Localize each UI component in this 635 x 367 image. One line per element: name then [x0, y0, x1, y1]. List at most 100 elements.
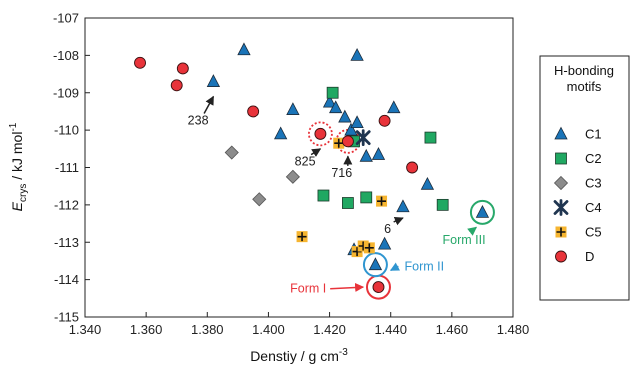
point-c1	[371, 147, 386, 160]
point-c1	[273, 126, 288, 140]
legend-marker-d	[555, 250, 567, 263]
legend-label-c5: C5	[585, 225, 602, 240]
annotation-arrow	[330, 282, 365, 292]
annotation-arrow	[389, 262, 400, 271]
x-tick-label: 1.460	[436, 322, 469, 337]
y-tick-label: -111	[55, 160, 79, 175]
point-c5	[333, 137, 345, 149]
annotation-label: 6	[384, 222, 391, 236]
legend-marker-c2	[555, 152, 567, 165]
plus-marker-cross	[334, 138, 344, 148]
x-axis-ticks: 1.340 1.360 1.380 1.400 1.420 1.440 1.460 1.480	[69, 312, 530, 337]
point-c3	[224, 145, 239, 160]
point-d	[372, 281, 385, 294]
point-c2	[360, 191, 373, 204]
point-d	[176, 62, 189, 75]
annotation-arrow	[467, 226, 478, 236]
plus-marker-cross	[297, 232, 307, 242]
legend-label-c2: C2	[585, 151, 602, 166]
x-tick-label: 1.360	[130, 322, 163, 337]
point-c5	[351, 246, 363, 258]
y-tick-label: -115	[54, 310, 79, 325]
point-c1	[420, 176, 435, 190]
point-c2	[326, 86, 339, 99]
point-c5	[363, 242, 375, 254]
legend-label-c4: C4	[585, 200, 602, 215]
plus-marker-cross	[377, 196, 387, 206]
annotation-label: Form II	[405, 259, 445, 273]
annotation-arrow	[393, 216, 404, 226]
y-tick-label: -108	[53, 48, 79, 63]
annotation-label: 238	[188, 114, 209, 128]
point-c5	[376, 195, 388, 207]
y-axis-label: Ecrys / kJ mol-1	[8, 122, 29, 211]
annotation-label: Form III	[443, 233, 486, 247]
point-c2	[317, 189, 330, 202]
point-c1	[338, 109, 352, 123]
plus-marker-cross	[352, 247, 362, 257]
x-axis-label: Denstiy / g cm-3	[250, 347, 348, 364]
legend-marker-c4	[553, 199, 569, 216]
point-c1	[237, 42, 251, 56]
point-c1	[387, 100, 401, 114]
legend-title-line2: motifs	[567, 79, 602, 94]
y-tick-label: -113	[54, 235, 79, 250]
star-marker-lines	[355, 129, 371, 146]
point-c1	[396, 199, 410, 213]
point-c1	[206, 74, 221, 87]
y-tick-label: -112	[54, 197, 79, 212]
point-c1	[475, 204, 490, 218]
point-c2	[342, 197, 354, 209]
x-tick-label: 1.380	[191, 322, 224, 337]
point-c2	[436, 198, 449, 211]
point-c1	[344, 122, 358, 136]
point-d	[341, 135, 354, 148]
point-c1	[350, 48, 364, 61]
legend: H-bonding motifs C1 C2 C3 C4 C5 D	[539, 55, 630, 301]
point-c1	[322, 94, 337, 108]
x-tick-label: 1.400	[252, 322, 285, 337]
point-d	[247, 105, 260, 118]
point-d	[406, 161, 419, 174]
point-c3	[285, 169, 300, 184]
x-tick-label: 1.480	[497, 322, 530, 337]
annotation-label: 716	[331, 166, 352, 180]
y-tick-label: -114	[54, 272, 79, 287]
legend-title-line1: H-bonding	[554, 63, 614, 78]
point-c1	[359, 148, 373, 162]
data-points	[134, 42, 490, 294]
point-d	[378, 114, 391, 127]
legend-marker-c1	[554, 126, 568, 140]
point-c1	[286, 102, 300, 115]
point-c1	[329, 100, 343, 114]
legend-marker-c3	[553, 175, 569, 191]
point-d	[134, 56, 146, 69]
point-c1	[368, 257, 383, 271]
annotation-label: 825	[295, 155, 316, 169]
plus-marker-cross	[556, 227, 566, 237]
point-c3	[252, 192, 267, 207]
point-c1	[377, 236, 392, 250]
point-d	[170, 79, 183, 92]
x-tick-label: 1.420	[313, 322, 346, 337]
legend-label-d: D	[585, 249, 594, 264]
y-tick-label: -107	[53, 11, 79, 26]
point-c4	[355, 129, 371, 146]
point-d	[314, 127, 327, 140]
x-tick-label: 1.340	[69, 322, 102, 337]
annotation-arrow	[310, 148, 322, 157]
point-c2	[424, 131, 437, 144]
legend-label-c1: C1	[585, 127, 602, 142]
point-c5	[296, 231, 308, 243]
legend-label-c3: C3	[585, 176, 602, 191]
x-tick-label: 1.440	[374, 322, 407, 337]
y-tick-label: -110	[54, 123, 79, 138]
y-tick-label: -109	[53, 85, 79, 100]
legend-items: C1 C2 C3 C4 C5 D	[553, 126, 602, 264]
star-marker-lines	[553, 199, 569, 216]
legend-marker-c5	[555, 226, 567, 238]
plus-marker-cross	[364, 243, 374, 253]
point-c1	[350, 115, 364, 129]
legend-box	[539, 55, 630, 301]
